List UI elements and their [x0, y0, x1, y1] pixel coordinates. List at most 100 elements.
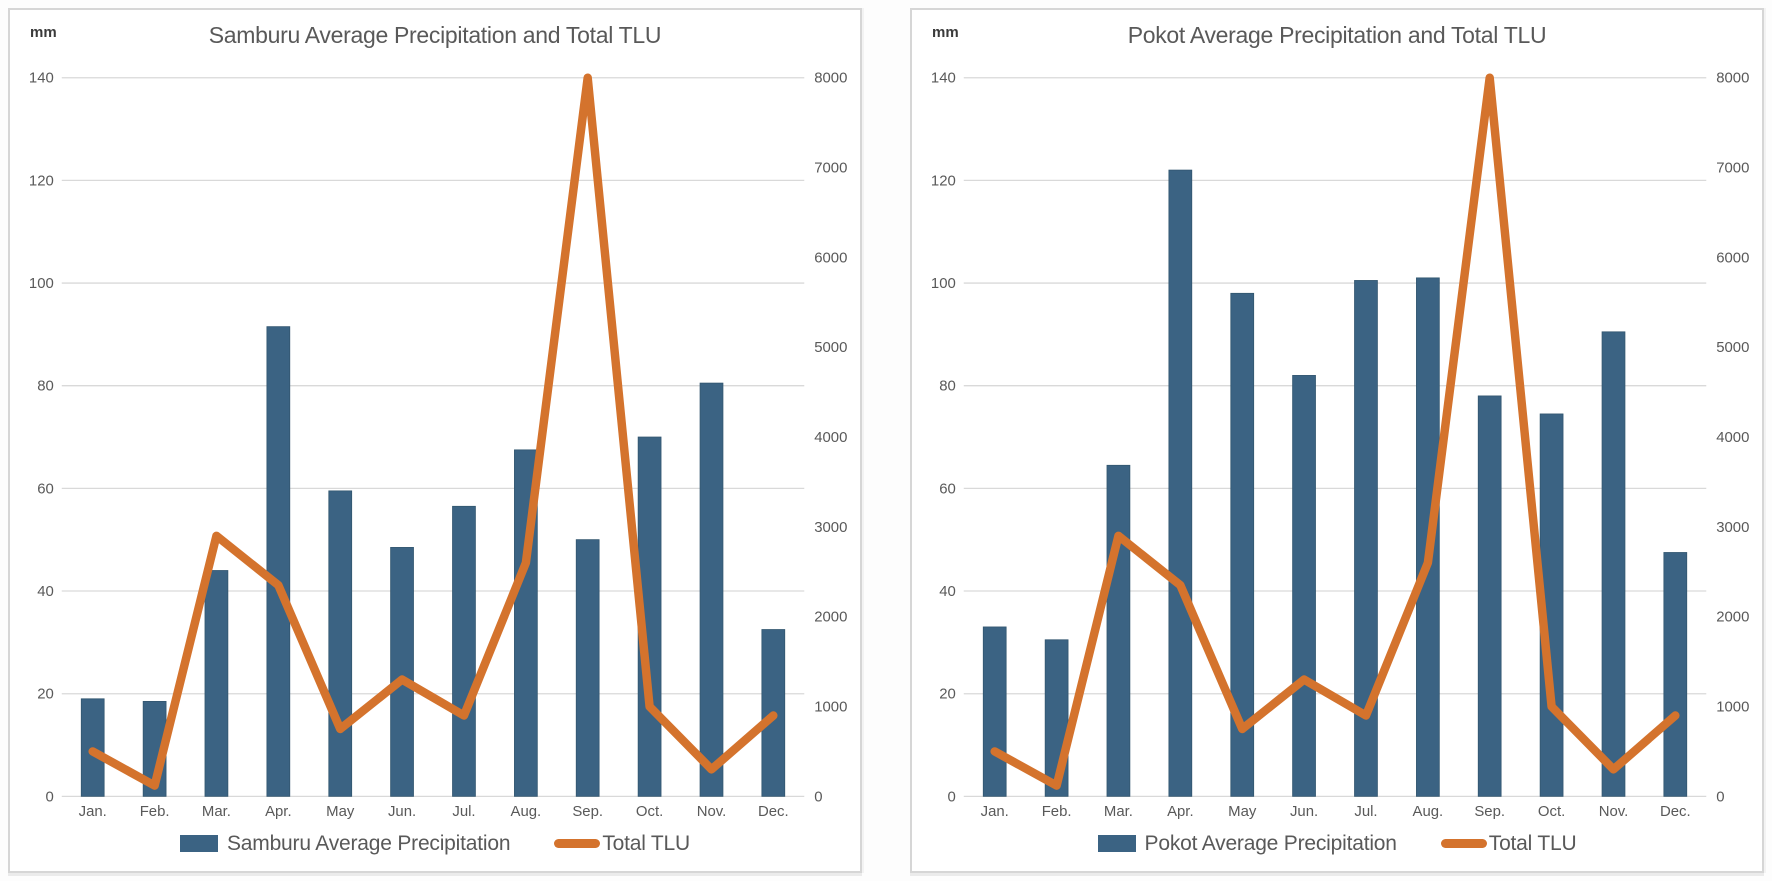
bar-Nov.	[1601, 331, 1626, 797]
pokot-plot: 140 120 100 80 60 40 20 0 8000 7000 6000 5000 40 0 0 30…	[931, 70, 1749, 821]
gridlines	[61, 77, 805, 797]
svg-text:7000: 7000	[1716, 160, 1749, 177]
legend-item-pokot-precipitation: Pokot Average Precipitation	[1097, 831, 1397, 856]
svg-text:Oct.: Oct.	[636, 803, 663, 820]
svg-text:0: 0	[1716, 788, 1724, 805]
bar-May	[1230, 292, 1255, 797]
samburu-legend: Samburu Average Precipitation Total TLU	[10, 824, 860, 871]
legend-item-total-tlu: Total TLU	[1440, 831, 1577, 856]
total-tlu-line	[88, 73, 778, 790]
svg-text:120: 120	[29, 172, 54, 189]
svg-text:1000: 1000	[814, 699, 847, 716]
svg-text:80: 80	[37, 378, 54, 395]
samburu-chart-header: mm Samburu Average Precipitation and Tot…	[10, 10, 860, 64]
svg-text:Apr.: Apr.	[265, 803, 292, 820]
samburu-plot: 140 120 100 80 60 40 20 0 8000 7000 6000 5000 4000 30…	[29, 70, 847, 821]
svg-text:4000: 4000	[814, 429, 847, 446]
x-axis-month-labels: Jan. Feb. Mar. Apr. May Jun. Jul. Aug. Sep. Oct. N…	[981, 803, 1691, 820]
legend-label-total-tlu: Total TLU	[602, 831, 690, 855]
samburu-left-axis-unit-label: mm	[30, 24, 57, 41]
svg-text:2000: 2000	[814, 609, 847, 626]
svg-text:0: 0	[45, 788, 53, 805]
svg-text:120: 120	[931, 172, 956, 189]
bar-Jul.	[452, 505, 476, 797]
svg-text:3000: 3000	[814, 519, 847, 536]
svg-text:40: 40	[37, 583, 54, 600]
svg-text:Sep.: Sep.	[572, 803, 603, 820]
svg-text:Jan.: Jan.	[79, 803, 107, 820]
svg-text:1000: 1000	[1716, 699, 1749, 716]
legend-item-samburu-precipitation: Samburu Average Precipitation	[179, 831, 511, 856]
svg-text:Apr.: Apr.	[1167, 803, 1194, 820]
svg-text:100: 100	[931, 275, 956, 292]
total-tlu-line	[990, 73, 1680, 790]
bar-Jun.	[390, 547, 414, 797]
right-axis-tick-labels: 8000 7000 6000 5000 4000 3000 2000 1000 0	[1716, 70, 1749, 806]
svg-text:Jun.: Jun.	[388, 803, 416, 820]
line-series-swatch-icon	[554, 839, 601, 848]
bar-Sep.	[1477, 395, 1502, 797]
svg-text:140: 140	[931, 70, 956, 87]
pokot-chart-panel: mm Pokot Average Precipitation and Total…	[910, 8, 1764, 873]
svg-text:Aug.: Aug.	[511, 803, 542, 820]
right-axis-tick-labels: 8000 7000 6000 5000 4000 3000 2000 1000 0	[814, 70, 847, 806]
gridlines	[963, 77, 1707, 797]
pokot-chart-header: mm Pokot Average Precipitation and Total…	[912, 10, 1762, 64]
left-axis-tick-labels: 140 120 100 80 60 40 20 0	[29, 70, 54, 806]
svg-text:Dec.: Dec.	[1660, 803, 1691, 820]
svg-text:Sep.: Sep.	[1474, 803, 1505, 820]
legend-label-pokot-precipitation: Pokot Average Precipitation	[1144, 831, 1397, 855]
bar-Mar.	[1106, 464, 1131, 797]
svg-text:May: May	[1228, 803, 1257, 820]
svg-text:8000: 8000	[1716, 70, 1749, 87]
pokot-left-axis-unit-label: mm	[932, 24, 959, 41]
bar-Mar.	[204, 570, 229, 797]
bar-Apr.	[1168, 169, 1193, 797]
line-series-swatch-icon	[1440, 839, 1487, 848]
legend-label-samburu-precipitation: Samburu Average Precipitation	[226, 831, 511, 855]
bar-Nov.	[699, 382, 724, 797]
bar-May	[328, 490, 353, 797]
svg-text:20: 20	[939, 686, 956, 703]
samburu-chart-panel: mm Samburu Average Precipitation and Tot…	[8, 8, 862, 873]
legend-label-total-tlu: Total TLU	[1488, 831, 1577, 855]
svg-text:Jul.: Jul.	[452, 803, 475, 820]
svg-text:0: 0	[947, 788, 955, 805]
svg-text:80: 80	[939, 378, 956, 395]
svg-text:60: 60	[939, 480, 956, 497]
svg-text:7000: 7000	[814, 160, 847, 177]
svg-text:8000: 8000	[814, 70, 847, 87]
svg-text:Nov.: Nov.	[1599, 803, 1629, 820]
svg-text:6000: 6000	[814, 249, 847, 266]
svg-text:2000: 2000	[1716, 609, 1749, 626]
svg-text:Oct.: Oct.	[1538, 803, 1565, 820]
svg-text:40: 40	[939, 583, 956, 600]
bar-Dec.	[1663, 552, 1688, 797]
bar-Apr.	[266, 326, 291, 797]
svg-text:Feb.: Feb.	[140, 803, 170, 820]
svg-text:140: 140	[29, 70, 54, 87]
x-axis-month-labels: Jan. Feb. Mar. Apr. May Jun. Jul. Aug. Sep. Oct. N…	[79, 803, 789, 820]
svg-text:Jun.: Jun.	[1290, 803, 1318, 820]
bar-series-swatch-icon	[179, 835, 218, 852]
bar-Jun.	[1292, 375, 1316, 797]
svg-text:Aug.: Aug.	[1413, 803, 1444, 820]
svg-text:20: 20	[37, 686, 54, 703]
svg-text:May: May	[326, 803, 355, 820]
svg-text:Mar.: Mar.	[202, 803, 231, 820]
pokot-chart-title: Pokot Average Precipitation and Total TL…	[1127, 22, 1547, 48]
pokot-legend: Pokot Average Precipitation Total TLU	[912, 824, 1762, 871]
svg-text:100: 100	[29, 275, 54, 292]
precipitation-bars	[80, 326, 786, 797]
legend-item-total-tlu: Total TLU	[554, 832, 690, 856]
svg-text:Nov.: Nov.	[697, 803, 727, 820]
svg-text:5000: 5000	[814, 339, 847, 356]
svg-text:6000: 6000	[1716, 249, 1749, 266]
svg-text:5000: 5000	[1716, 339, 1749, 356]
svg-text:3000: 3000	[1716, 519, 1749, 536]
left-axis-tick-labels: 140 120 100 80 60 40 20 0	[931, 70, 956, 806]
svg-text:Mar.: Mar.	[1104, 803, 1133, 820]
bar-Jul.	[1354, 280, 1378, 797]
svg-text:0: 0	[814, 788, 822, 805]
